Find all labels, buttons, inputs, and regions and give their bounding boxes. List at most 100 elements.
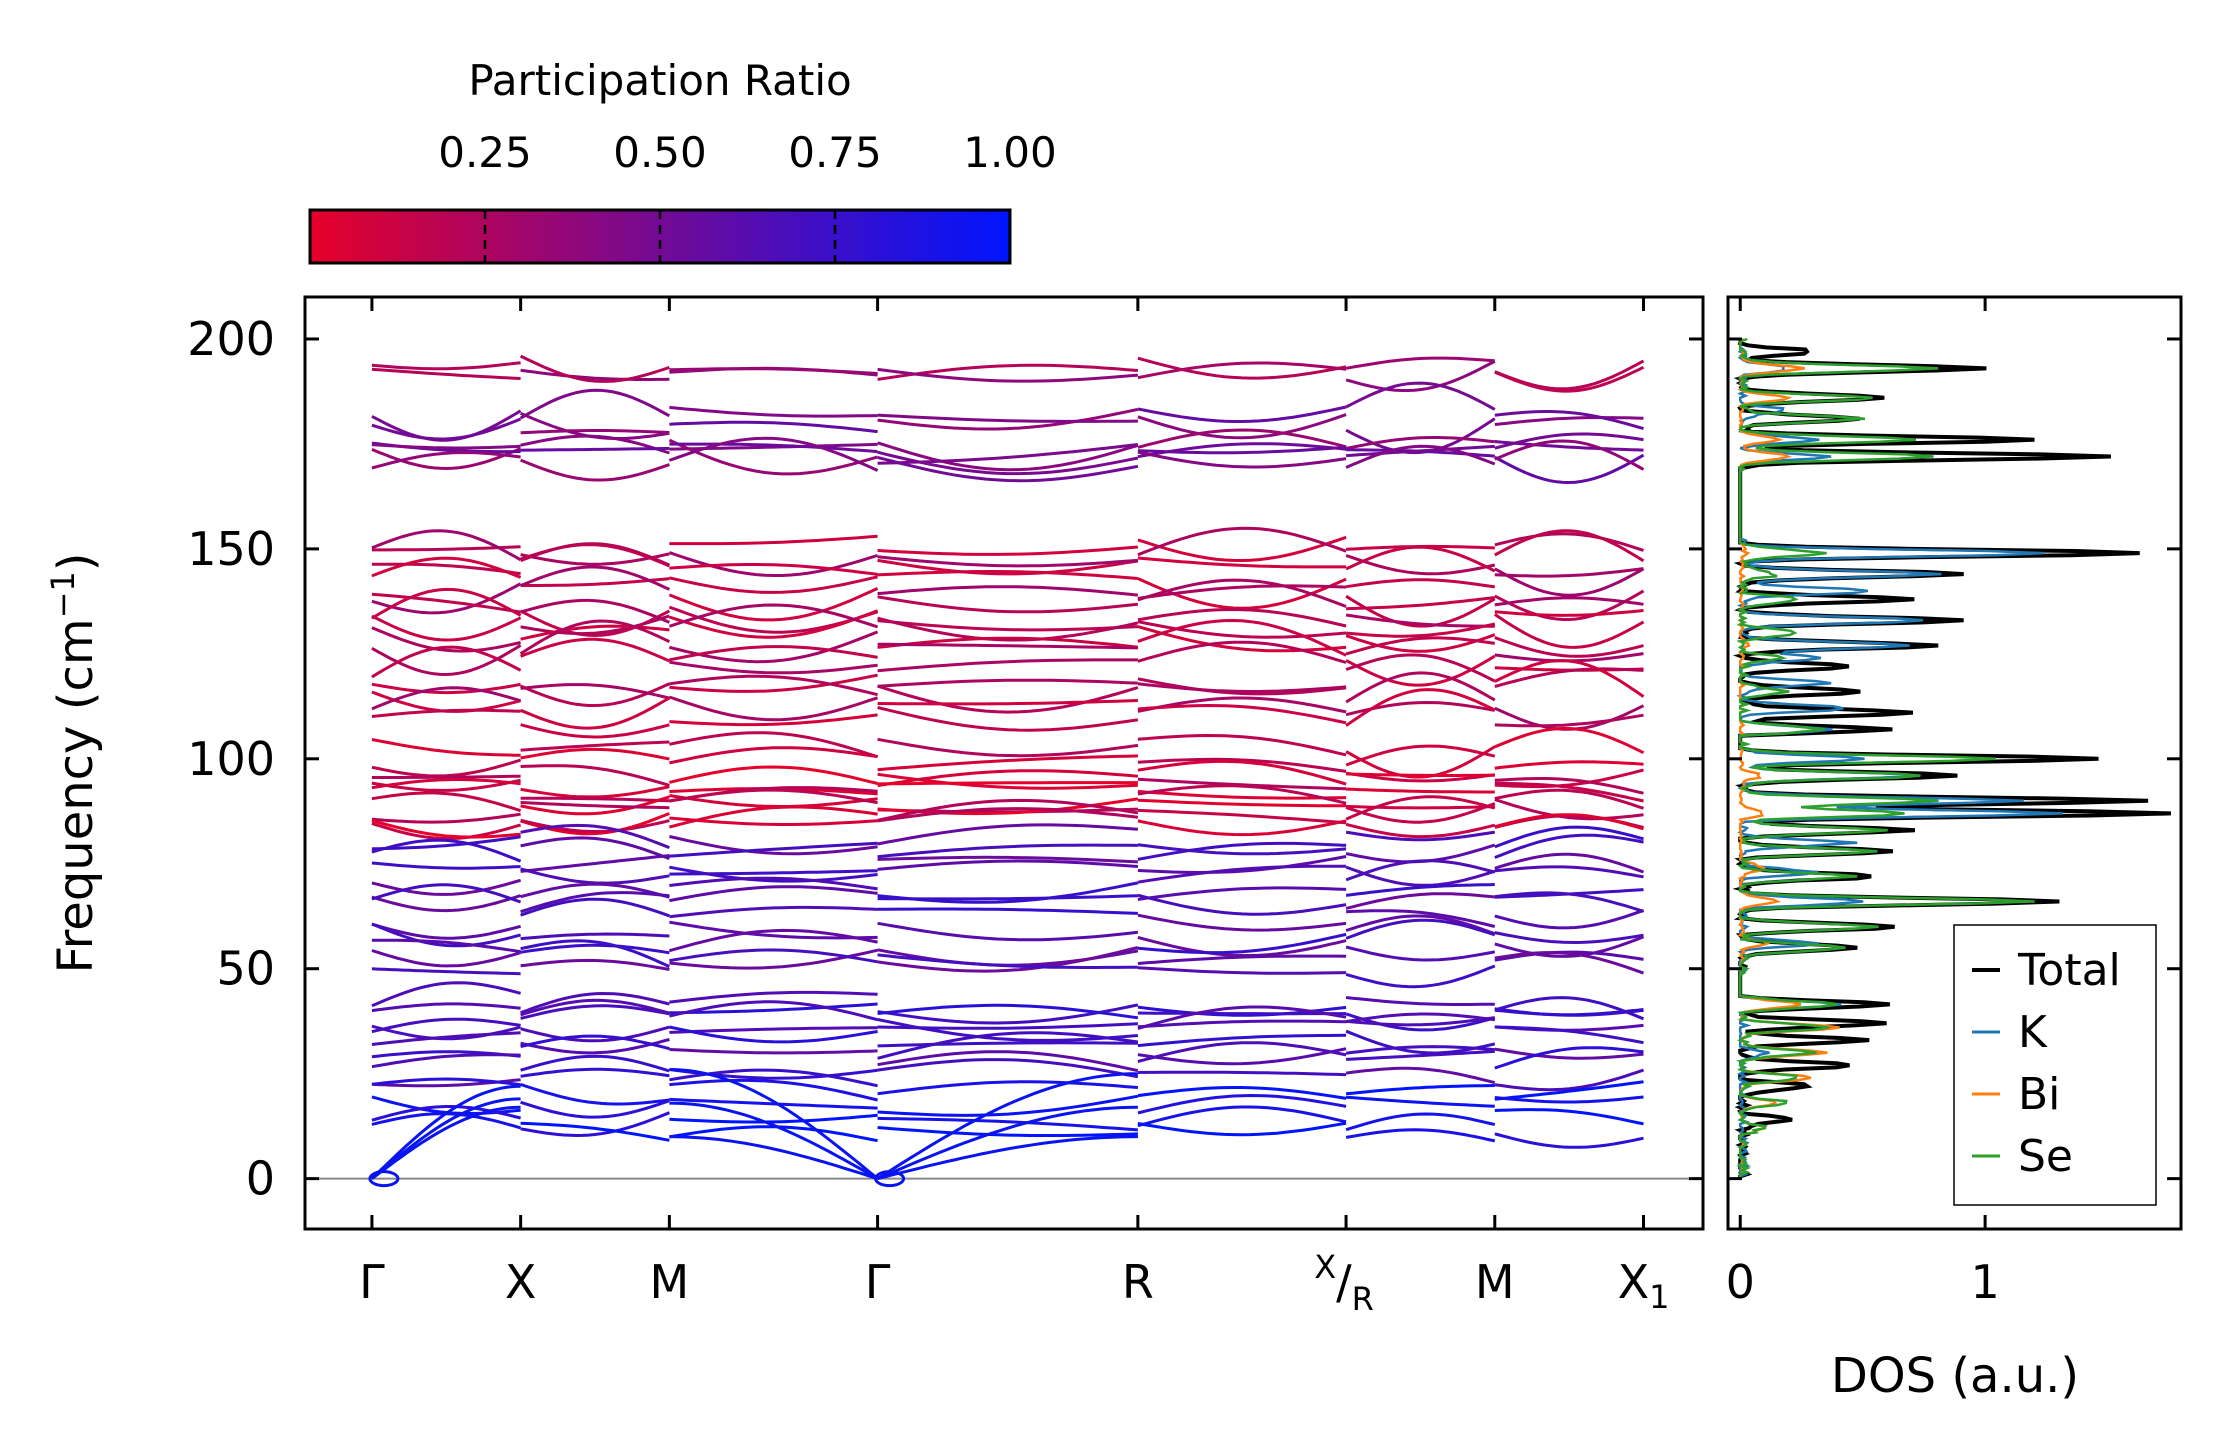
phonon-band — [371, 812, 521, 824]
phonon-band — [1494, 439, 1645, 471]
phonon-band — [877, 946, 1139, 973]
phonon-band — [877, 1058, 1139, 1079]
phonon-band — [668, 603, 879, 629]
phonon-band — [669, 865, 878, 883]
phonon-band — [669, 948, 878, 964]
y-tick-label: 150 — [187, 522, 275, 576]
phonon-band — [1137, 1033, 1347, 1048]
phonon-band — [1345, 545, 1496, 573]
phonon-band — [1137, 413, 1347, 440]
phonon-band — [1494, 833, 1644, 859]
phonon-band — [1345, 1084, 1495, 1096]
phonon-band — [669, 765, 878, 785]
phonon-band — [520, 882, 670, 899]
phonon-band — [1345, 1016, 1496, 1027]
phonon-band — [877, 1126, 1138, 1137]
phonon-band — [1345, 613, 1495, 628]
phonon-band — [1494, 1095, 1644, 1104]
phonon-band — [1345, 671, 1496, 704]
phonon-band — [1493, 613, 1645, 649]
phonon-band — [877, 823, 1139, 846]
phonon-band — [520, 747, 670, 761]
phonon-band — [1345, 636, 1496, 656]
phonon-band — [877, 894, 1138, 901]
phonon-band — [1345, 653, 1496, 683]
phonon-band — [669, 1078, 878, 1102]
phonon-band — [877, 684, 1139, 714]
phonon-band — [520, 932, 670, 941]
phonon-band — [877, 754, 1138, 772]
phonon-band — [371, 967, 521, 976]
acoustic-branch — [370, 1084, 521, 1180]
phonon-band — [1494, 415, 1644, 426]
phonon-band — [877, 616, 1139, 642]
phonon-band — [520, 368, 670, 381]
phonon-band — [1137, 618, 1347, 657]
y-tick-label: 0 — [246, 1152, 275, 1206]
phonon-band — [1137, 932, 1347, 955]
phonon-band — [1494, 760, 1644, 770]
acoustic-gamma-loop — [874, 1170, 906, 1188]
colorbar: Participation Ratio 0.25 0.50 0.75 1.00 — [308, 56, 1057, 265]
phonon-band — [1345, 1128, 1496, 1143]
phonon-band — [371, 686, 522, 711]
phonon-band — [1345, 578, 1496, 589]
phonon-band — [877, 636, 1139, 649]
phonon-band — [1494, 359, 1645, 391]
phonon-band — [877, 413, 1138, 423]
phonon-band — [520, 939, 671, 968]
phonon-band — [669, 746, 878, 765]
phonon-band — [520, 683, 670, 700]
phonon-band — [520, 1025, 670, 1043]
phonon-band — [1137, 607, 1347, 628]
colorbar-tick-label: 0.50 — [613, 128, 707, 177]
phonon-band — [877, 595, 1139, 614]
phonon-band — [1345, 822, 1496, 839]
phonon-band — [371, 838, 522, 863]
phonon-band — [1345, 914, 1496, 936]
phonon-band — [877, 855, 1138, 864]
phonon-band — [520, 614, 670, 636]
phonon-band — [669, 645, 878, 662]
phonon-band — [371, 878, 522, 896]
phonon-band — [1494, 410, 1644, 431]
dos-x-tick-label: 0 — [1726, 1255, 1755, 1309]
phonon-band — [520, 552, 670, 566]
phonon-band — [1137, 584, 1347, 600]
phonon-band — [877, 1116, 1139, 1132]
phonon-band — [520, 1111, 670, 1138]
phonon-band — [1346, 909, 1496, 928]
phonon-band — [1137, 625, 1347, 653]
phonon-band — [1494, 1046, 1644, 1070]
phonon-band — [520, 1099, 670, 1119]
phonon-band — [520, 785, 670, 799]
phonon-band — [1137, 620, 1347, 639]
phonon-band — [669, 876, 878, 891]
phonon-band — [1494, 865, 1644, 879]
phonon-band — [371, 626, 521, 653]
phonon-band — [1494, 1008, 1644, 1017]
frequency-axis-title: Frequency (cm−1) — [44, 552, 104, 973]
phonon-band — [1137, 1011, 1347, 1016]
phonon-band — [519, 619, 671, 656]
phonon-band — [877, 772, 1138, 790]
kpoint-label: X — [505, 1255, 537, 1309]
phonon-band — [1494, 825, 1644, 849]
phonon-band — [877, 859, 1139, 871]
phonon-band — [520, 998, 670, 1017]
phonon-band — [877, 1041, 1138, 1048]
phonon-band — [1137, 757, 1347, 773]
phonon-band — [371, 592, 521, 614]
phonon-band — [877, 807, 1139, 823]
band-structure-panel: 0 50 100 150 200 Γ X M Γ R X/R M X1 Frequency (cm−1… — [44, 295, 1705, 1318]
phonon-band — [371, 417, 522, 441]
phonon-band — [520, 1067, 670, 1078]
phonon-band — [1345, 1112, 1496, 1132]
phonon-band — [371, 450, 521, 470]
phonon-band — [371, 778, 521, 790]
band-axes-frame — [303, 295, 1705, 1231]
phonon-band — [1137, 361, 1347, 380]
phonon-band — [520, 795, 670, 816]
kpoint-label: Γ — [865, 1255, 891, 1309]
phonon-band — [1137, 526, 1347, 557]
